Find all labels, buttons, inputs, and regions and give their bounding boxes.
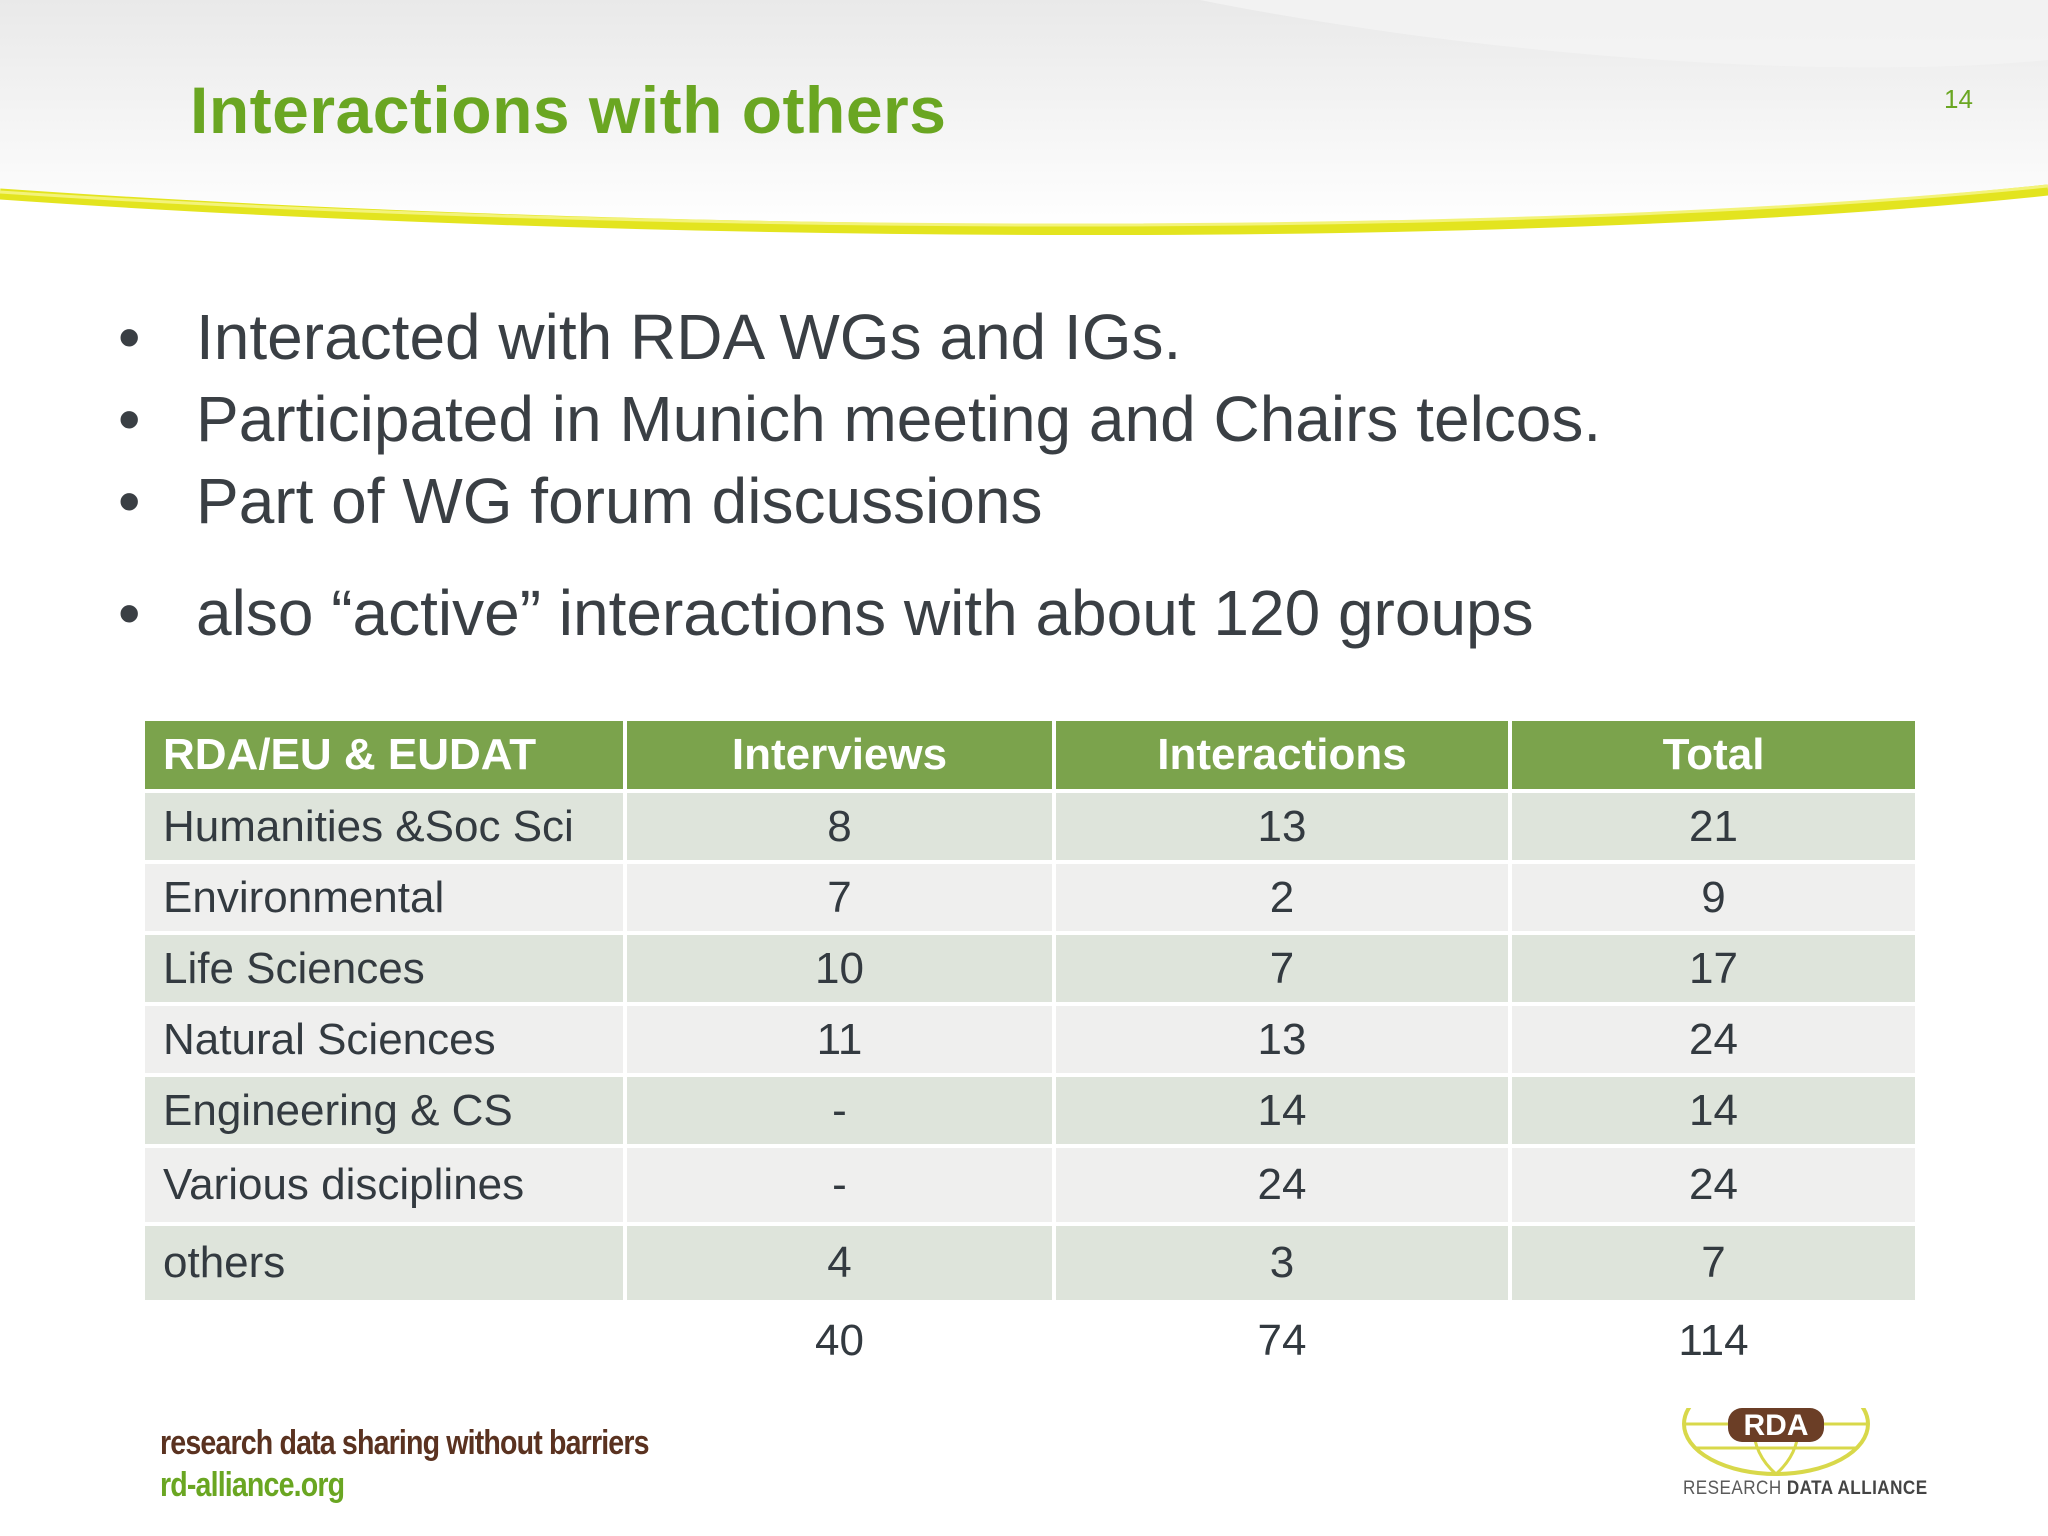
row-label: Environmental: [141, 860, 627, 935]
table-cell: -: [623, 1144, 1056, 1226]
interactions-table: RDA/EU & EUDAT Interviews Interactions T…: [141, 717, 1919, 1382]
column-header: Interactions: [1052, 717, 1512, 793]
table-row: Engineering & CS - 14 14: [141, 1073, 1919, 1148]
table-cell: 24: [1508, 1002, 1919, 1077]
rda-logo-icon: RDA: [1682, 1408, 1870, 1476]
table-cell: 24: [1052, 1144, 1512, 1226]
table-cell: 13: [1052, 789, 1512, 864]
bullet-item: • Part of WG forum discussions: [110, 464, 1601, 576]
header-swoosh: [0, 0, 2048, 250]
table-cell: 7: [1052, 931, 1512, 1006]
table-row: Natural Sciences 11 13 24: [141, 1002, 1919, 1077]
logo-caption-bold: DATA ALLIANCE: [1786, 1478, 1928, 1499]
bullet-text: Part of WG forum discussions: [196, 465, 1043, 537]
table-cell: 8: [623, 789, 1056, 864]
bullet-dot-icon: •: [118, 465, 141, 537]
table-row: Humanities &Soc Sci 8 13 21: [141, 789, 1919, 864]
table-cell: 2: [1052, 860, 1512, 935]
bullet-text: also “active” interactions with about 12…: [196, 577, 1534, 649]
row-label: Various disciplines: [141, 1144, 627, 1226]
table-cell: 14: [1052, 1073, 1512, 1148]
table-row: Environmental 7 2 9: [141, 860, 1919, 935]
bullet-text: Interacted with RDA WGs and IGs.: [196, 301, 1182, 373]
row-label: Natural Sciences: [141, 1002, 627, 1077]
table-cell: 17: [1508, 931, 1919, 1006]
table-cell: 4: [623, 1222, 1056, 1304]
footer-url: rd-alliance.org: [160, 1466, 345, 1504]
bullet-item: • Participated in Munich meeting and Chai…: [110, 382, 1601, 464]
bullet-dot-icon: •: [118, 301, 141, 373]
table-cell: 7: [623, 860, 1056, 935]
row-label: Humanities &Soc Sci: [141, 789, 627, 864]
table-cell: 9: [1508, 860, 1919, 935]
table-cell: 74: [1052, 1300, 1512, 1382]
footer-tagline: research data sharing without barriers: [160, 1424, 650, 1462]
table-cell: 21: [1508, 789, 1919, 864]
table-total-row: 40 74 114: [141, 1300, 1919, 1382]
table-cell: 10: [623, 931, 1056, 1006]
table-cell: 3: [1052, 1222, 1512, 1304]
bullet-dot-icon: •: [118, 577, 141, 649]
logo-caption: RESEARCH DATA ALLIANCE: [1683, 1478, 1928, 1500]
table-row: Various disciplines - 24 24: [141, 1144, 1919, 1226]
logo-text: RDA: [1744, 1409, 1809, 1442]
bullet-item: • Interacted with RDA WGs and IGs.: [110, 300, 1601, 382]
column-header: RDA/EU & EUDAT: [141, 717, 627, 793]
header-band: [0, 0, 2048, 250]
table-cell: 24: [1508, 1144, 1919, 1226]
column-header: Interviews: [623, 717, 1056, 793]
page-number: 14: [1944, 84, 1973, 114]
table-row: Life Sciences 10 7 17: [141, 931, 1919, 1006]
row-label: others: [141, 1222, 627, 1304]
row-label: [141, 1300, 627, 1382]
logo-caption-light: RESEARCH: [1683, 1478, 1787, 1499]
bullet-text: Participated in Munich meeting and Chair…: [196, 383, 1602, 455]
table-row: others 4 3 7: [141, 1222, 1919, 1304]
slide-title: Interactions with others: [190, 73, 947, 147]
row-label: Life Sciences: [141, 931, 627, 1006]
table-cell: -: [623, 1073, 1056, 1148]
table-cell: 7: [1508, 1222, 1919, 1304]
bullet-dot-icon: •: [118, 383, 141, 455]
table-cell: 40: [623, 1300, 1056, 1382]
table-cell: 11: [623, 1002, 1056, 1077]
table-cell: 13: [1052, 1002, 1512, 1077]
bullet-list: • Interacted with RDA WGs and IGs. • Parti…: [110, 300, 1601, 658]
row-label: Engineering & CS: [141, 1073, 627, 1148]
table-cell: 114: [1508, 1300, 1919, 1382]
column-header: Total: [1508, 717, 1919, 793]
bullet-item: • also “active” interactions with about 1…: [110, 576, 1601, 658]
table-cell: 14: [1508, 1073, 1919, 1148]
table-header-row: RDA/EU & EUDAT Interviews Interactions T…: [141, 717, 1919, 793]
